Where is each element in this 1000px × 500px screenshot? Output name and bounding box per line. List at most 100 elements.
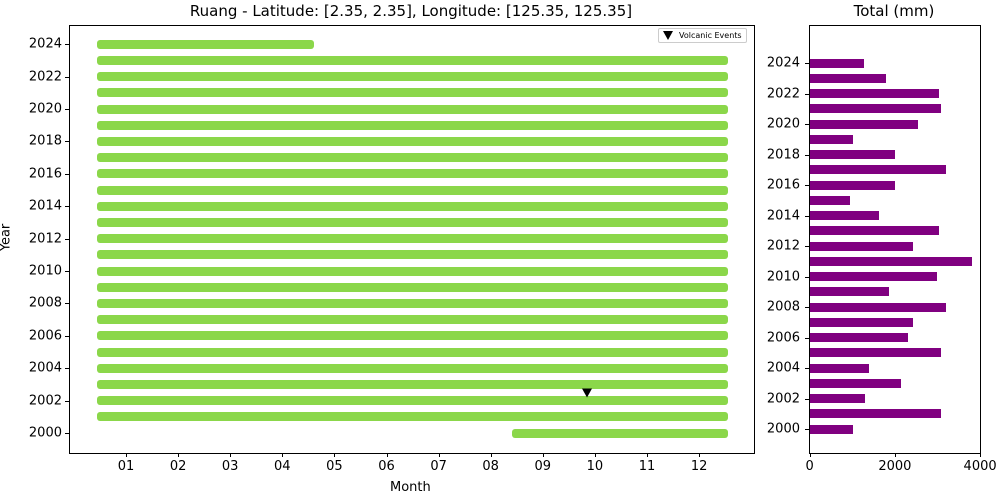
x-tick-mark (230, 453, 232, 457)
total-bar (809, 348, 941, 358)
total-bar (809, 409, 941, 419)
y-tick-label: 2008 (28, 295, 62, 311)
x-tick-mark (334, 453, 336, 457)
total-bar (809, 195, 850, 205)
y-tick-label: 2002 (766, 391, 800, 406)
total-bar (809, 302, 946, 312)
coverage-bar (97, 55, 728, 65)
x-tick-mark (282, 453, 284, 457)
coverage-bar (97, 266, 728, 276)
coverage-bar (97, 396, 728, 406)
x-tick-mark (438, 453, 440, 457)
coverage-bar (97, 120, 728, 130)
y-tick-label: 2000 (28, 425, 62, 441)
x-tick-label: 2000 (878, 459, 912, 474)
coverage-bar (97, 39, 314, 49)
y-tick-label: 2012 (28, 231, 62, 247)
y-tick-mark (805, 93, 809, 95)
y-tick-mark (65, 76, 69, 78)
y-tick-mark (65, 271, 69, 272)
y-tick-mark (65, 44, 69, 46)
y-tick-label: 2022 (28, 69, 62, 85)
coverage-bar (97, 104, 728, 114)
y-tick-label: 2018 (766, 147, 800, 162)
x-tick-label: 08 (482, 459, 499, 474)
y-tick-label: 2008 (766, 299, 800, 315)
y-tick-label: 2000 (766, 421, 800, 437)
y-tick-label: 2020 (28, 101, 62, 117)
x-tick-label: 06 (378, 459, 395, 474)
coverage-bar (97, 185, 728, 195)
y-tick-mark (65, 303, 69, 305)
x-tick-mark (594, 453, 596, 457)
y-tick-label: 2020 (766, 116, 800, 132)
y-tick-mark (805, 307, 809, 308)
y-tick-mark (65, 368, 69, 370)
total-bar (809, 394, 866, 403)
y-tick-mark (805, 124, 809, 125)
x-tick-label: 0 (805, 459, 814, 474)
y-tick-mark (65, 238, 69, 240)
total-bar (809, 119, 918, 129)
y-tick-label: 2010 (766, 269, 800, 284)
coverage-bar (97, 201, 728, 211)
total-bar (809, 424, 853, 434)
y-tick-mark (65, 109, 69, 110)
x-tick-label: 12 (690, 459, 708, 474)
x-tick-mark (178, 453, 180, 457)
coverage-bar (97, 234, 728, 244)
y-tick-mark (65, 433, 69, 434)
coverage-bar (97, 250, 728, 260)
y-tick-label: 2006 (28, 328, 62, 344)
coverage-bar (97, 169, 728, 179)
total-bar (809, 241, 913, 251)
y-tick-label: 2006 (766, 330, 800, 345)
coverage-bar (97, 136, 728, 146)
y-tick-mark (65, 335, 69, 337)
x-tick-mark (980, 453, 982, 457)
coverage-bar (97, 298, 728, 308)
x-tick-label: 09 (534, 459, 552, 474)
y-tick-mark (65, 206, 69, 208)
x-tick-mark (386, 453, 388, 457)
total-bar (809, 272, 937, 281)
total-bar (809, 226, 939, 236)
coverage-bar (97, 153, 728, 163)
coverage-bar (97, 412, 728, 422)
legend: Volcanic Events (658, 28, 747, 43)
coverage-bar (97, 88, 728, 98)
coverage-bar (97, 379, 728, 389)
total-bar (809, 317, 913, 327)
y-tick-mark (805, 368, 809, 369)
coverage-bar (97, 217, 728, 227)
y-tick-label: 2014 (766, 208, 800, 223)
coverage-bar (97, 315, 728, 325)
x-tick-mark (490, 453, 492, 457)
y-tick-mark (805, 63, 809, 64)
y-tick-mark (65, 173, 69, 175)
y-tick-mark (805, 185, 809, 186)
total-bar (809, 73, 886, 83)
volcanic-event-marker (582, 388, 593, 397)
x-tick-label: 4000 (963, 459, 997, 474)
y-tick-mark (805, 246, 809, 247)
y-tick-label: 2016 (28, 166, 62, 182)
coverage-bar (97, 363, 728, 373)
x-tick-label: 10 (586, 459, 604, 474)
total-bar (809, 89, 939, 98)
total-bar (809, 363, 869, 373)
total-bar (809, 150, 895, 159)
legend-label-volcanic-events: Volcanic Events (679, 31, 742, 40)
timeline-chart-title: Ruang - Latitude: [2.35, 2.35], Longitud… (189, 2, 633, 20)
coverage-bar (97, 347, 728, 357)
y-tick-label: 2018 (28, 133, 62, 149)
y-tick-mark (805, 154, 809, 156)
coverage-bar (97, 72, 728, 82)
total-bar (809, 180, 895, 190)
coverage-bar (97, 282, 728, 292)
x-tick-label: 03 (221, 459, 239, 474)
y-tick-label: 2022 (766, 86, 800, 101)
y-tick-mark (805, 398, 809, 400)
x-tick-mark (809, 453, 811, 457)
total-bar (809, 165, 946, 175)
